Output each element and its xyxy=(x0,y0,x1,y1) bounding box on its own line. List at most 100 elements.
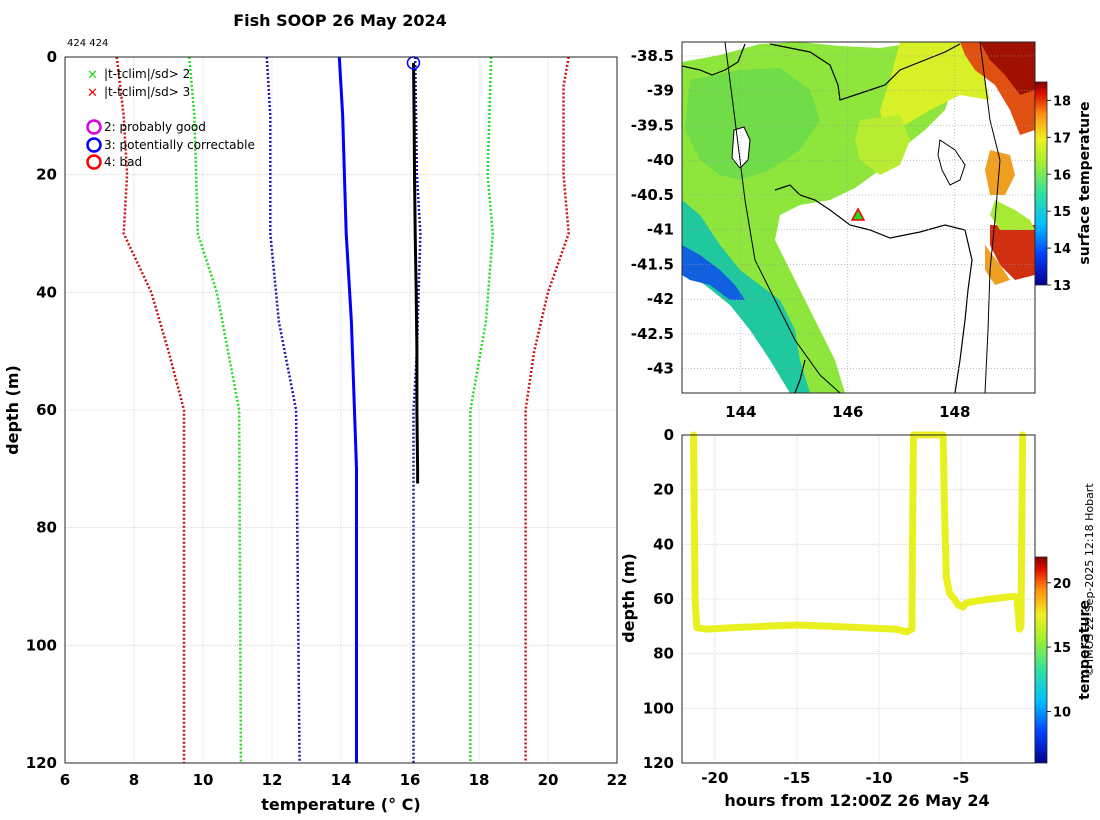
map-y-tick-label: -42.5 xyxy=(631,325,674,343)
series-clim_mean xyxy=(337,56,358,763)
sst-northeast-hot xyxy=(980,42,1035,95)
profile-series xyxy=(115,56,570,764)
map-tasmania-land xyxy=(860,300,980,393)
sst-field xyxy=(682,42,1035,393)
sst-colorbar-tick-label: 17 xyxy=(1053,131,1071,146)
depth-time-x-tick-label: -10 xyxy=(865,769,892,787)
depth-time-y-tick-label: 20 xyxy=(653,481,674,499)
sst-colorbar-tick-label: 16 xyxy=(1053,168,1071,183)
map-y-tick-label: -40 xyxy=(647,151,674,169)
profile-id-label: 424 424 xyxy=(67,38,108,49)
temperature-colorbar-tick-label: 10 xyxy=(1053,706,1071,721)
map-vessel-marker xyxy=(850,207,866,221)
series-clim_plus_1sd xyxy=(412,56,422,763)
depth-time-x-ticks: -20 -15 -10 -5 xyxy=(701,769,969,787)
sst-colorbar-tick-label: 18 xyxy=(1053,94,1071,109)
profile-x-ticks: 6 8 10 12 14 16 18 20 22 xyxy=(60,771,628,789)
depth-time-track xyxy=(690,431,1027,636)
map-x-tick-label: 144 xyxy=(725,403,756,421)
series-observed_profile xyxy=(412,62,420,484)
temperature-colorbar-label: temperature xyxy=(1077,600,1093,700)
depth-time-y-tick-label: 100 xyxy=(643,699,674,717)
depth-time-y-tick-label: 40 xyxy=(653,535,674,553)
temperature-colorbar-tick-label: 20 xyxy=(1053,577,1071,592)
legend-marker-bad-icon xyxy=(86,154,102,170)
legend-label-probably-good: 2: probably good xyxy=(104,120,206,134)
sst-southwest-cool xyxy=(682,200,810,393)
sst-colorbar-ticks: 13 14 15 16 17 18 xyxy=(1047,94,1071,294)
profile-y-tick-label: 80 xyxy=(36,519,57,537)
profile-x-tick-label: 12 xyxy=(262,771,283,789)
profile-x-tick-label: 14 xyxy=(331,771,352,789)
map-y-tick-label: -41 xyxy=(647,221,674,239)
depth-time-x-tick-label: -15 xyxy=(783,769,810,787)
profile-x-tick-label: 20 xyxy=(538,771,559,789)
sst-southeast-warm xyxy=(990,225,1035,280)
profile-x-tick-label: 22 xyxy=(607,771,628,789)
map-shelf-contour xyxy=(724,42,1001,393)
profile-x-axis-label: temperature (° C) xyxy=(261,795,420,814)
map-y-tick-label: -43 xyxy=(647,360,674,378)
map-y-ticks: -38.5 -39 -39.5 -40 -40.5 -41 -41.5 -42 -42.5 -43 xyxy=(631,47,674,378)
legend-item-sd2: ✕ |t-tclim|/sd> 2 xyxy=(87,67,190,83)
profile-y-axis-label: depth (m) xyxy=(3,365,22,455)
map-tasmania-coast xyxy=(774,184,973,393)
credit-text: © IMOS 22-Sep-2025 12:18 Hobart xyxy=(1083,483,1096,677)
legend-item-potentially-correctable: 3: potentially correctable xyxy=(86,137,255,153)
profile-y-tick-label: 40 xyxy=(36,283,57,301)
legend-item-sd3: ✕ |t-tclim|/sd> 3 xyxy=(87,85,190,101)
depth-time-y-tick-label: 60 xyxy=(653,590,674,608)
legend-label-bad: 4: bad xyxy=(104,155,142,169)
series-clim_minus_1sd xyxy=(265,56,301,764)
profile-y-tick-label: 100 xyxy=(26,636,57,654)
map-grid xyxy=(682,42,1035,393)
legend-marker-sd2-icon: ✕ xyxy=(87,68,98,83)
map-y-tick-label: -39.5 xyxy=(631,116,674,134)
profile-x-tick-label: 10 xyxy=(193,771,214,789)
sst-colorbar-tick-label: 15 xyxy=(1053,205,1071,220)
sst-east-orange xyxy=(985,150,1015,195)
map-panel: 144 146 148 -38.5-39-39.5-40-40.5-41-41.5-… xyxy=(631,41,1093,421)
profile-x-tick-label: 8 xyxy=(129,771,139,789)
depth-time-y-ticks: 0 20 40 60 80 100 120 xyxy=(643,426,674,772)
map-victoria-coast xyxy=(682,43,961,101)
depth-time-y-tick-label: 120 xyxy=(643,754,674,772)
profile-panel: 6 8 10 12 14 16 18 20 22 0 20 40 60 80 100 120 tempera… xyxy=(3,48,627,814)
sst-colorbar-label: surface temperature xyxy=(1077,101,1093,264)
map-y-tick-label: -41.5 xyxy=(631,255,674,273)
profile-y-tick-label: 120 xyxy=(26,754,57,772)
legend-label-sd2: |t-tclim|/sd> 2 xyxy=(104,67,190,81)
map-missing-data xyxy=(830,180,985,330)
sst-southwest-cold xyxy=(682,245,745,300)
map-x-ticks: 144 146 148 xyxy=(725,403,970,421)
map-x-tick-label: 146 xyxy=(832,403,863,421)
sst-shelf-green xyxy=(685,68,820,180)
profile-y-ticks: 0 20 40 60 80 100 120 xyxy=(26,48,57,772)
legend-marker-sd3-icon: ✕ xyxy=(87,86,98,101)
figure-title: Fish SOOP 26 May 2024 xyxy=(233,11,447,30)
depth-time-y-tick-label: 0 xyxy=(664,426,674,444)
depth-time-y-tick-label: 80 xyxy=(653,645,674,663)
profile-x-tick-label: 16 xyxy=(400,771,421,789)
sst-east-green xyxy=(990,200,1035,230)
series-clim_plus_2sd xyxy=(469,56,495,763)
sst-colorbar-tick-label: 13 xyxy=(1053,279,1071,294)
map-flinders-coast xyxy=(937,139,966,186)
legend-item-probably-good: 2: probably good xyxy=(86,119,206,135)
profile-y-tick-label: 20 xyxy=(36,166,57,184)
profile-y-tick-label: 0 xyxy=(47,48,57,66)
sst-colorbar-tick-label: 14 xyxy=(1053,242,1071,257)
legend-item-bad: 4: bad xyxy=(86,154,142,170)
legend-label-sd3: |t-tclim|/sd> 3 xyxy=(104,85,190,99)
temperature-colorbar-ticks: 10 15 20 xyxy=(1047,577,1071,721)
depth-time-panel: -20 -15 -10 -5 0 20 40 60 80 100 120 hours from 1… xyxy=(619,426,1093,810)
depth-time-x-tick-label: -20 xyxy=(701,769,728,787)
series-clim_minus_3sd xyxy=(115,56,186,763)
legend-label-potentially-correctable: 3: potentially correctable xyxy=(104,138,255,152)
map-y-tick-label: -38.5 xyxy=(631,47,674,65)
legend-marker-potentially-correctable-icon xyxy=(86,137,102,153)
series-clim_minus_2sd xyxy=(187,56,243,764)
map-y-tick-label: -39 xyxy=(647,82,674,100)
legend-marker-probably-good-icon xyxy=(86,119,102,135)
